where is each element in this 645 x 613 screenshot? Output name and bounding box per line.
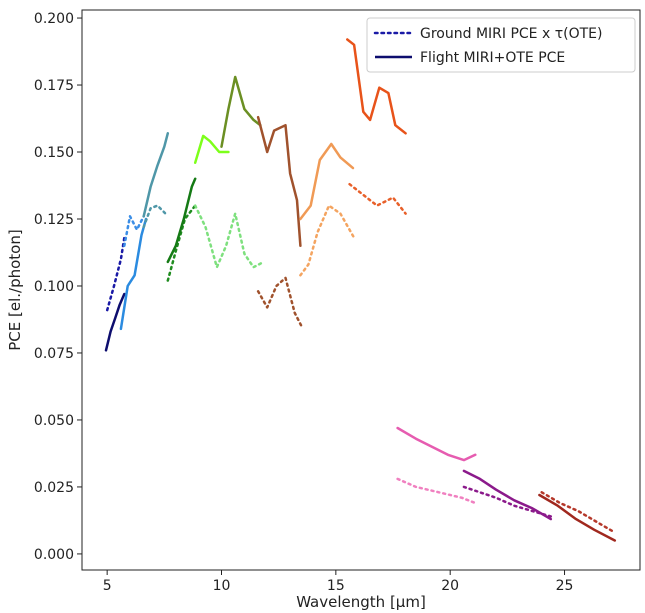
y-tick-label: 0.100 [34,279,74,295]
ground-pce-line-15 [348,182,407,215]
legend-box [366,17,636,73]
flight-pce-line-20 [462,469,553,521]
y-tick-label: 0.125 [34,212,74,228]
y-tick-label: 0.200 [34,11,74,27]
y-tick-label: 0.025 [34,480,74,496]
flight-pce-line-1 [104,292,126,352]
flight-pce-line-9 [193,134,230,164]
flight-pce-line-22 [538,493,617,542]
flight-pce-line-12 [256,115,302,248]
legend-label-ground: Ground MIRI PCE x τ(OTE) [420,26,602,42]
y-ticks: 0.000 0.025 0.050 0.075 0.100 0.125 0.150 0.175… [34,11,82,563]
ground-pce-line-11 [256,276,303,328]
y-tick-label: 0.150 [34,145,74,161]
legend: Ground MIRI PCE x τ(OTE) Flight MIRI+OTE… [366,17,636,73]
ground-pce-line-6 [166,204,197,282]
flight-pce-line-14 [299,142,355,221]
ground-pce-line-0 [105,236,126,312]
x-tick-label: 15 [327,578,345,594]
flight-pce-line-16 [346,38,407,135]
x-tick-label: 20 [441,578,459,594]
ground-pce-line-8 [193,204,266,269]
y-axis-label: PCE [el./photon] [6,229,24,350]
x-tick-label: 10 [213,578,231,594]
x-tick-label: 25 [556,578,574,594]
y-tick-label: 0.000 [34,547,74,563]
legend-label-flight: Flight MIRI+OTE PCE [420,50,565,66]
flight-pce-line-7 [166,177,197,264]
y-tick-label: 0.075 [34,346,74,362]
series-layer [104,38,617,542]
y-tick-label: 0.175 [34,78,74,94]
ground-pce-line-4 [142,204,167,229]
flight-pce-line-3 [119,217,148,331]
x-tick-label: 5 [103,578,112,594]
ground-pce-line-17 [396,477,477,505]
ground-pce-line-19 [462,485,553,518]
flight-pce-line-18 [396,426,477,462]
y-tick-label: 0.050 [34,413,74,429]
ground-pce-line-2 [123,215,145,248]
x-axis-label: Wavelength [µm] [296,593,426,611]
ground-pce-line-13 [299,204,356,277]
ground-pce-line-21 [540,491,617,534]
flight-pce-line-10 [220,75,262,148]
flight-pce-line-5 [142,132,170,218]
x-ticks: 5 10 15 20 25 [103,570,574,594]
